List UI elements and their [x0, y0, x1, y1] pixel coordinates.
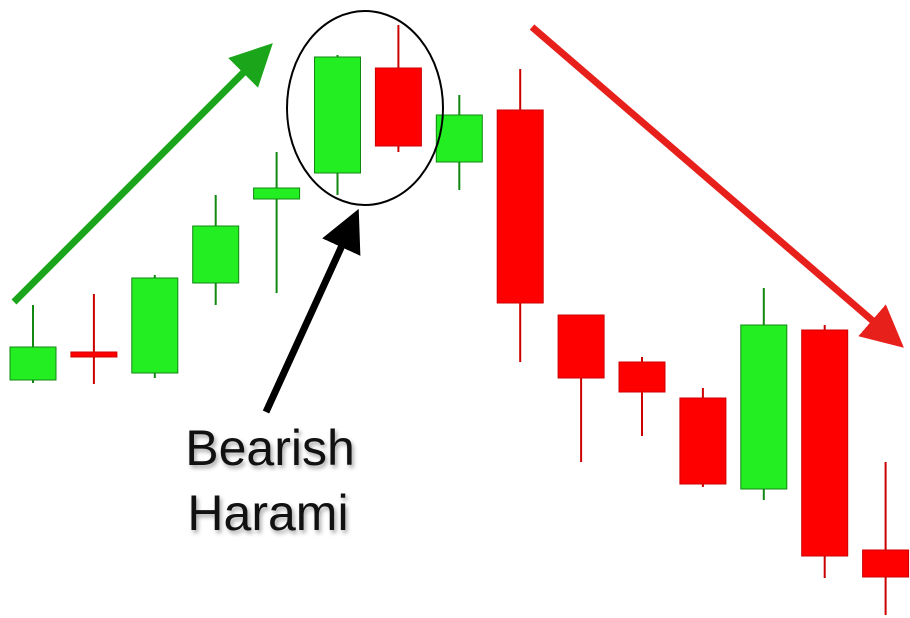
candle-body	[314, 56, 361, 174]
candle-body	[740, 324, 788, 490]
candle-body	[131, 277, 179, 374]
annotation: Harami	[187, 485, 348, 541]
candle-body	[192, 225, 240, 284]
candle-body	[253, 187, 301, 200]
candle-body	[496, 109, 544, 304]
downtrend-arrow	[529, 24, 904, 348]
candle-body	[862, 549, 910, 578]
candle-body	[9, 346, 57, 381]
candle-body	[557, 314, 605, 379]
candle-body	[618, 361, 666, 393]
highlight-ellipse	[286, 10, 444, 206]
candle-body	[801, 329, 849, 557]
candle-body	[70, 351, 118, 358]
annotation: Bearish	[185, 420, 355, 476]
candle-body	[374, 67, 422, 147]
candle-body	[435, 114, 483, 163]
uptrend-arrow	[11, 43, 273, 305]
candles	[9, 25, 910, 615]
candle-body	[679, 397, 727, 485]
pointer-arrow	[262, 208, 361, 414]
